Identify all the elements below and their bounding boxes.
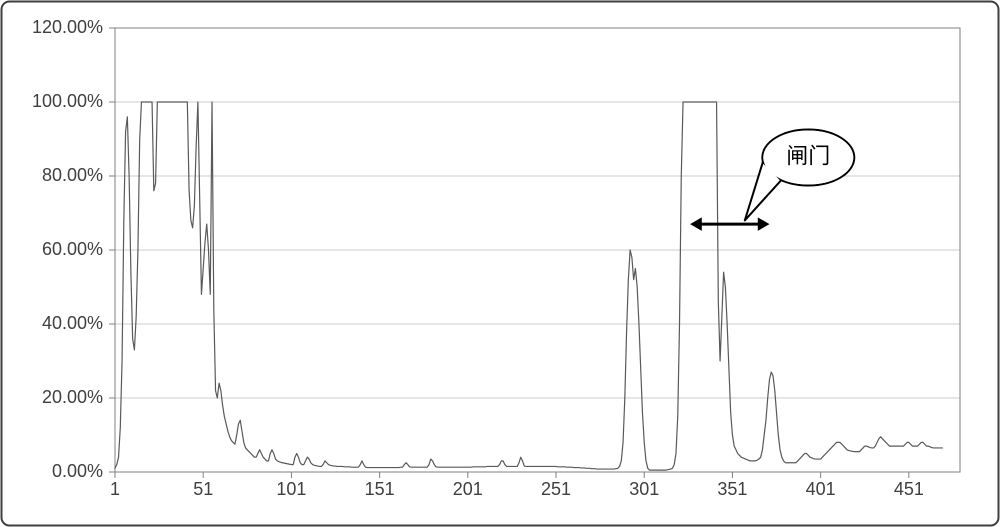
gate-callout-label: 闸门 [786,143,830,168]
x-tick-label: 151 [365,479,395,499]
x-tick-label: 251 [541,479,571,499]
x-tick-label: 301 [629,479,659,499]
chart-container: 0.00% 20.00% 40.00% 60.00% 80.00% 100.00% 120.… [0,0,1000,527]
y-tick-label: 100.00% [32,91,103,111]
x-tick-label: 451 [894,479,924,499]
x-tick-label: 51 [193,479,213,499]
x-tick-label: 101 [276,479,306,499]
y-tick-label: 40.00% [42,313,103,333]
y-tick-label: 120.00% [32,17,103,37]
y-tick-label: 60.00% [42,239,103,259]
x-tick-label: 351 [717,479,747,499]
y-tick-label: 0.00% [52,461,103,481]
y-tick-label: 20.00% [42,387,103,407]
y-tick-label: 80.00% [42,165,103,185]
x-tick-label: 201 [453,479,483,499]
line-chart: 0.00% 20.00% 40.00% 60.00% 80.00% 100.00% 120.… [0,0,1000,527]
x-tick-label: 1 [110,479,120,499]
x-tick-label: 401 [806,479,836,499]
